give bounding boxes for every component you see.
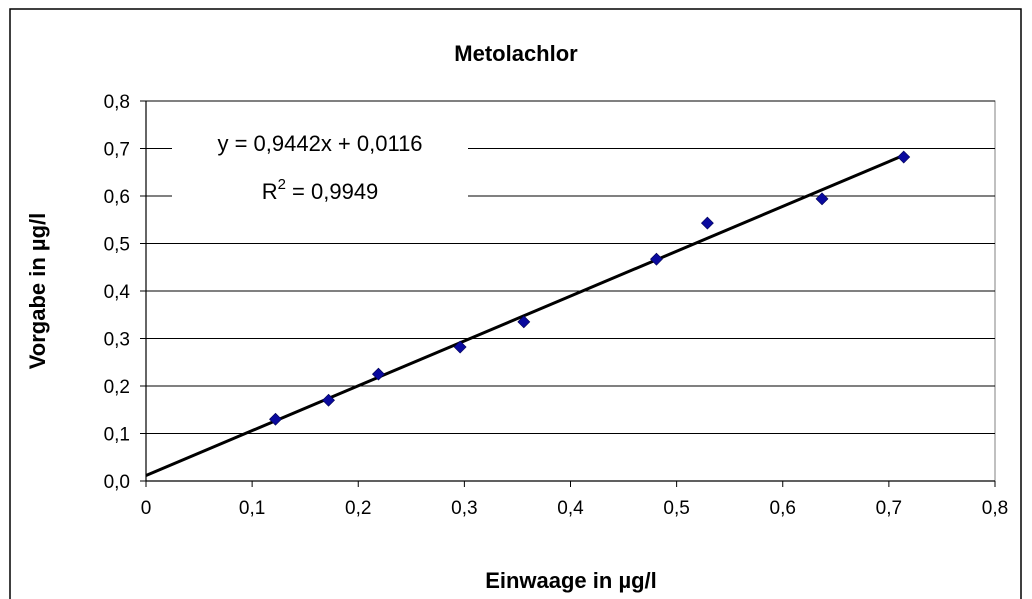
x-axis-title: Einwaage in µg/l bbox=[485, 568, 657, 593]
r-squared: R2 = 0,9949 bbox=[262, 176, 379, 204]
y-tick-label: 0,5 bbox=[104, 235, 130, 256]
y-tick-labels: 0,0 0,1 0,2 0,3 0,4 0,5 0,6 0,7 0,8 bbox=[104, 92, 131, 493]
x-tick-label: 0,2 bbox=[345, 498, 371, 519]
y-tick-label: 0,2 bbox=[104, 377, 130, 398]
data-point bbox=[700, 216, 714, 230]
data-point bbox=[453, 340, 467, 354]
x-tick-label: 0 bbox=[141, 498, 152, 519]
data-point bbox=[269, 412, 282, 426]
y-tick-label: 0,1 bbox=[104, 425, 130, 446]
data-point bbox=[650, 252, 663, 266]
chart-title: Metolachlor bbox=[454, 41, 578, 66]
x-tick-label: 0,7 bbox=[876, 498, 902, 519]
x-tick-label: 0,6 bbox=[770, 498, 796, 519]
r-squared-exponent: 2 bbox=[278, 176, 286, 193]
axes bbox=[140, 100, 996, 487]
x-tick-label: 0,8 bbox=[982, 498, 1008, 519]
data-point bbox=[815, 192, 829, 206]
equation-annotation: y = 0,9442x + 0,0116 R2 = 0,9949 bbox=[172, 121, 468, 213]
y-tick-label: 0,8 bbox=[104, 92, 130, 113]
data-points bbox=[269, 150, 911, 426]
x-tick-labels: 0 0,1 0,2 0,3 0,4 0,5 0,6 0,7 0,8 bbox=[141, 498, 1009, 519]
y-tick-label: 0,0 bbox=[104, 472, 130, 493]
r-squared-value: = 0,9949 bbox=[286, 179, 378, 204]
y-tick-label: 0,7 bbox=[104, 140, 130, 161]
y-tick-label: 0,4 bbox=[104, 282, 131, 303]
r-squared-label: R bbox=[262, 179, 278, 204]
y-tick-label: 0,6 bbox=[104, 187, 130, 208]
data-point bbox=[322, 393, 335, 407]
equation-background bbox=[172, 121, 468, 213]
x-tick-label: 0,4 bbox=[557, 498, 584, 519]
x-tick-label: 0,5 bbox=[663, 498, 689, 519]
y-axis-title: Vorgabe in µg/l bbox=[25, 213, 50, 370]
x-tick-label: 0,1 bbox=[239, 498, 265, 519]
data-point bbox=[371, 367, 385, 381]
data-point bbox=[897, 150, 911, 164]
y-tick-label: 0,3 bbox=[104, 330, 130, 351]
data-point bbox=[517, 315, 531, 329]
x-tick-label: 0,3 bbox=[451, 498, 477, 519]
trendline-equation: y = 0,9442x + 0,0116 bbox=[217, 131, 422, 156]
